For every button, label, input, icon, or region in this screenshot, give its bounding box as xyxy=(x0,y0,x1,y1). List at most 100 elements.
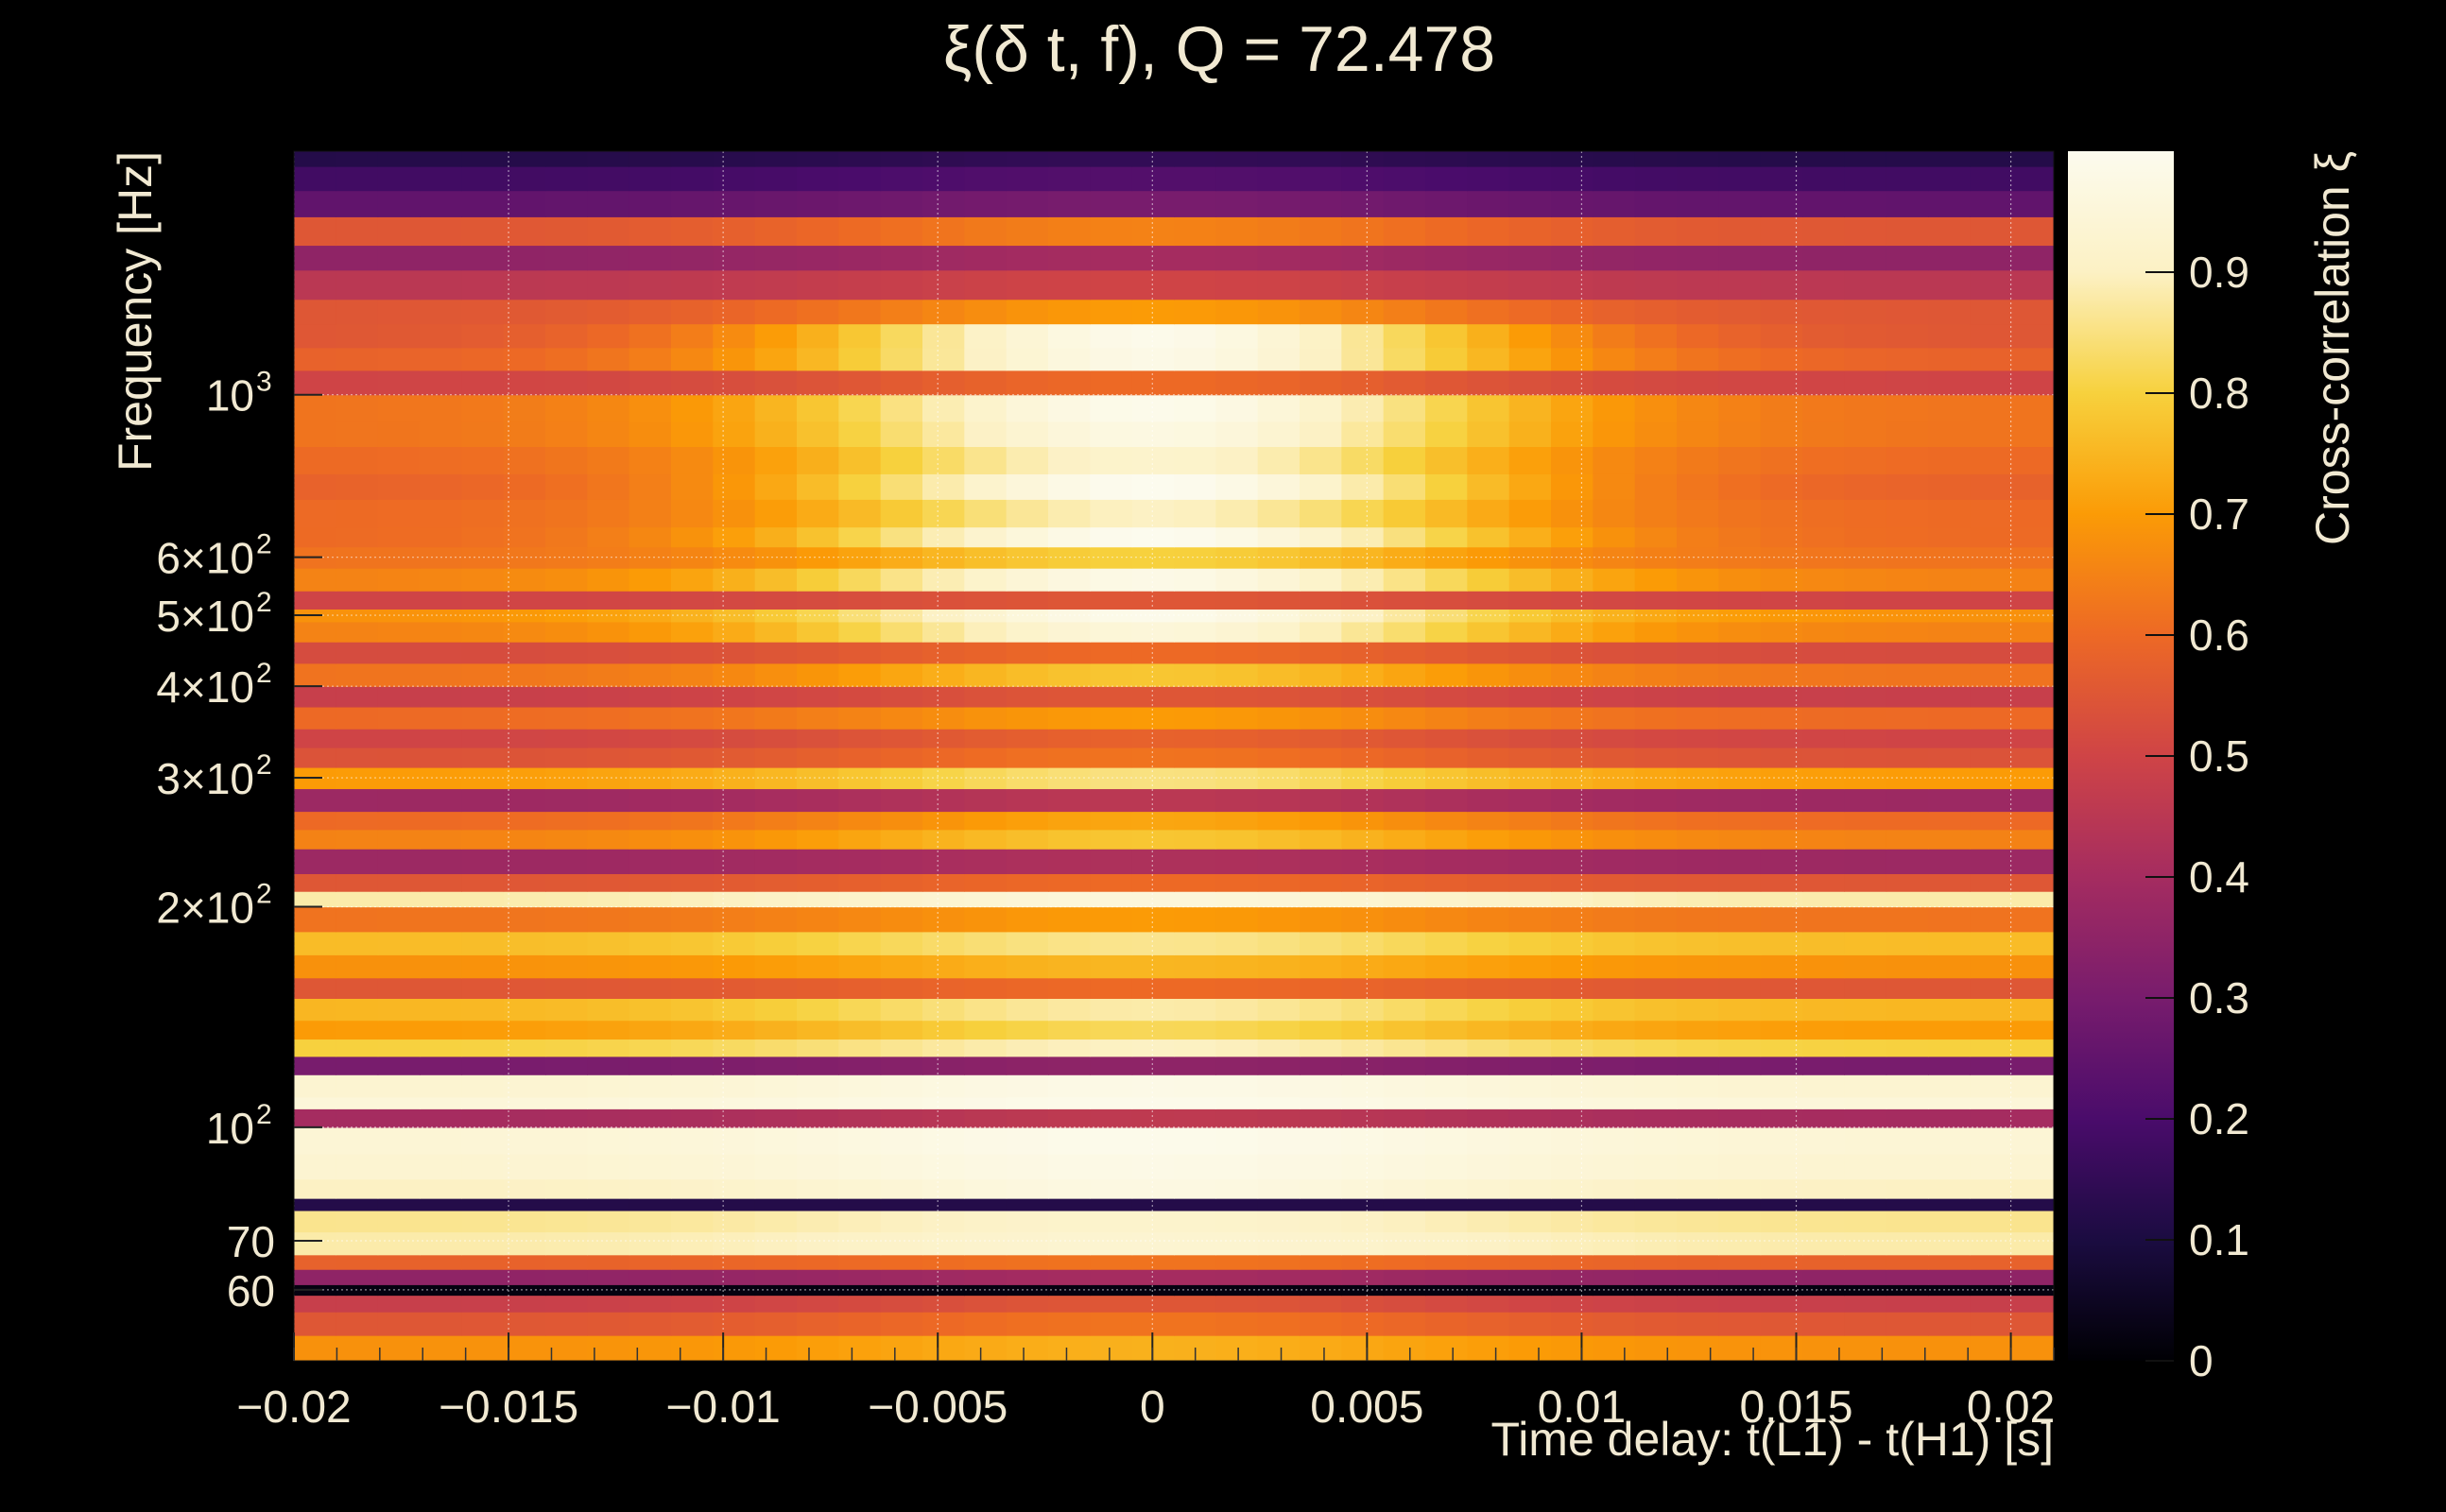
heatmap-cell xyxy=(1928,998,1971,1022)
heatmap-cell xyxy=(671,299,714,325)
heatmap-cell xyxy=(377,568,421,592)
heatmap-cell xyxy=(503,954,546,979)
heatmap-cell xyxy=(629,1254,672,1270)
heatmap-cell xyxy=(336,1039,379,1057)
heatmap-cell xyxy=(629,998,672,1022)
heatmap-cell xyxy=(377,1039,421,1057)
heatmap-cell xyxy=(1970,1020,2013,1040)
heatmap-cell xyxy=(1215,998,1259,1022)
heatmap-cell xyxy=(2011,686,2054,708)
heatmap-cell xyxy=(1886,788,1929,813)
heatmap-cell xyxy=(1928,1254,1971,1270)
heatmap-cell xyxy=(880,1039,923,1057)
heatmap-cell xyxy=(1383,1020,1426,1040)
heatmap-cell xyxy=(587,216,630,247)
heatmap-cell xyxy=(461,811,505,831)
heatmap-cell xyxy=(1760,767,1803,790)
heatmap-cell xyxy=(461,446,505,474)
heatmap-cell xyxy=(754,788,798,813)
heatmap-cell xyxy=(294,190,336,217)
heatmap-cell xyxy=(1425,873,1468,892)
heatmap-cell xyxy=(1006,891,1049,908)
heatmap-cell xyxy=(1677,747,1719,768)
heatmap-cell xyxy=(1215,747,1259,768)
heatmap-cell xyxy=(1844,446,1887,474)
heatmap-cell xyxy=(922,977,965,999)
heatmap-cell xyxy=(1174,662,1216,687)
heatmap-cell xyxy=(336,421,379,448)
heatmap-cell xyxy=(1886,369,1929,396)
heatmap-cell xyxy=(922,1269,965,1285)
heatmap-cell xyxy=(1090,729,1133,748)
heatmap-cell xyxy=(1928,499,1971,528)
heatmap-cell xyxy=(545,686,588,708)
heatmap-cell xyxy=(336,269,379,301)
heatmap-cell xyxy=(1551,446,1593,474)
heatmap-cell xyxy=(294,323,336,349)
heatmap-cell xyxy=(922,1198,965,1211)
heatmap-cell xyxy=(503,1178,546,1199)
heatmap-cell xyxy=(1174,954,1216,979)
heatmap-cell xyxy=(1718,421,1762,448)
heatmap-cell xyxy=(1341,299,1385,325)
heatmap-cell xyxy=(1802,1126,1845,1155)
heatmap-cell xyxy=(294,421,336,448)
heatmap-cell xyxy=(545,546,588,569)
heatmap-cell xyxy=(1383,729,1426,748)
heatmap-cell xyxy=(336,1056,379,1075)
heatmap-cell xyxy=(1677,729,1719,748)
heatmap-cell xyxy=(1341,954,1385,979)
heatmap-cell xyxy=(671,747,714,768)
heatmap-cell xyxy=(629,642,672,664)
heatmap-cell xyxy=(461,1210,505,1233)
heatmap-cell xyxy=(1425,1231,1468,1256)
heatmap-cell xyxy=(922,190,965,217)
heatmap-cell xyxy=(754,642,798,664)
heatmap-cell xyxy=(713,394,756,422)
heatmap-cell xyxy=(294,591,336,610)
heatmap-cell xyxy=(754,1039,798,1057)
heatmap-cell xyxy=(838,1231,882,1256)
y-tick-exponent: 2 xyxy=(256,587,272,618)
heatmap-cell xyxy=(1048,1108,1091,1128)
heatmap-cell xyxy=(1215,686,1259,708)
heatmap-cell xyxy=(503,546,546,569)
heatmap-cell xyxy=(1844,166,1887,192)
heatmap-cell xyxy=(1802,190,1845,217)
heatmap-cell xyxy=(964,1231,1008,1256)
heatmap-cell xyxy=(671,166,714,192)
heatmap-cell xyxy=(294,1254,336,1270)
heatmap-cell xyxy=(1131,609,1175,623)
heatmap-cell xyxy=(1048,1198,1091,1211)
heatmap-cell xyxy=(1006,906,1049,933)
heatmap-cell xyxy=(1090,767,1133,790)
x-tick-label: −0.02 xyxy=(236,1383,351,1433)
heatmap-cell xyxy=(1551,1178,1593,1199)
heatmap-cell xyxy=(1131,394,1175,422)
heatmap-cell xyxy=(1551,568,1593,592)
heatmap-cell xyxy=(503,323,546,349)
heatmap-cell xyxy=(797,1231,839,1256)
heatmap-cell xyxy=(1006,931,1049,955)
heatmap-cell xyxy=(1802,906,1845,933)
heatmap-cell xyxy=(377,811,421,831)
heatmap-cell xyxy=(713,931,756,955)
heatmap-cell xyxy=(336,216,379,247)
heatmap-cell xyxy=(1300,526,1342,548)
heatmap-cell xyxy=(1718,1096,1762,1109)
heatmap-cell xyxy=(2011,1020,2054,1040)
heatmap-cell xyxy=(754,190,798,217)
heatmap-cell xyxy=(629,1231,672,1256)
heatmap-cell xyxy=(1300,347,1342,371)
heatmap-cell xyxy=(1677,1295,1719,1313)
heatmap-cell xyxy=(1551,767,1593,790)
heatmap-cell xyxy=(1844,299,1887,325)
colorbar-tick-label: 0 xyxy=(2189,1336,2213,1385)
heatmap-cell xyxy=(1174,347,1216,371)
heatmap-cell xyxy=(1215,1108,1259,1128)
heatmap-cell xyxy=(1551,1210,1593,1233)
heatmap-cell xyxy=(2011,931,2054,955)
heatmap-cell xyxy=(964,216,1008,247)
heatmap-cell xyxy=(420,873,462,892)
heatmap-cell xyxy=(1341,499,1385,528)
